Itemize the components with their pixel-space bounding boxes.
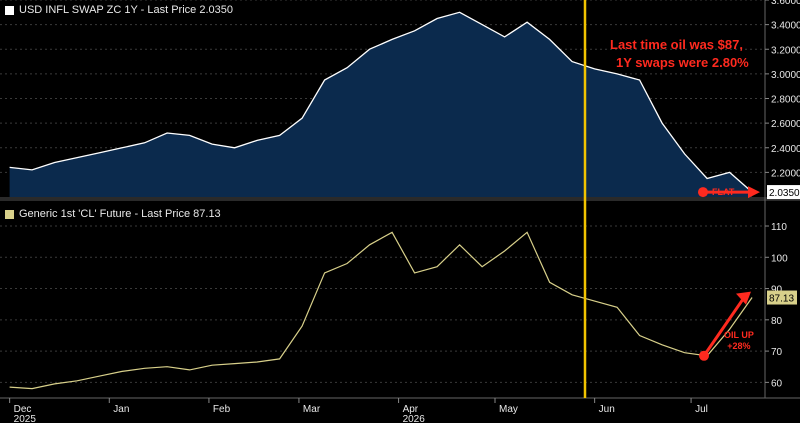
last-price-box-swap: [767, 185, 800, 200]
y-tick-label: 110: [771, 222, 787, 233]
y-tick-label: 100: [771, 253, 788, 264]
last-price-label-swap: 2.0350: [769, 188, 800, 199]
x-tick-label: Dec: [14, 404, 32, 415]
y-tick-label: 2.2000: [771, 168, 800, 179]
inflation-swap-area: [9, 12, 753, 197]
y-tick-label: 3.4000: [771, 21, 800, 32]
x-tick-label: Feb: [213, 404, 231, 415]
flat-arrow-head: [748, 186, 760, 199]
top-panel-title: USD INFL SWAP ZC 1Y - Last Price 2.0350: [19, 4, 233, 16]
flat-label: FLAT: [712, 187, 735, 197]
inflation-swap-line: [9, 11, 753, 193]
last-price-box-oil: [767, 290, 797, 305]
legend-swatch-oil: [5, 209, 14, 219]
y-tick-label: 2.4000: [771, 144, 800, 155]
x-tick-label: May: [499, 404, 518, 415]
bottom-panel-title: Generic 1st 'CL' Future - Last Price 87.…: [19, 208, 221, 220]
y-tick-label: 90: [771, 285, 783, 296]
oil87-annotation-line1: Last time oil was $87,: [610, 37, 743, 52]
y-tick-label: 60: [771, 378, 783, 389]
series-layer: [9, 11, 753, 390]
legend-swatch-inflation: [5, 5, 14, 15]
oil-up-line1: OIL UP: [724, 330, 754, 340]
axis-layer: 3.6000 3.4000 3.2000 3.0000 2.8000 2.6000 2.40…: [9, 0, 800, 423]
oil87-annotation: Last time oil was $87, 1Y swaps were 2.8…: [610, 36, 749, 72]
last-price-label-oil: 87.13: [769, 294, 794, 305]
legend-oil-future: Generic 1st 'CL' Future - Last Price 87.…: [5, 208, 221, 220]
oil-up-arrow-shaft: [702, 296, 746, 357]
legend-inflation-swap: USD INFL SWAP ZC 1Y - Last Price 2.0350: [5, 4, 233, 16]
y-tick-label: 3.0000: [771, 70, 800, 81]
oil-up-arrow-head: [736, 291, 751, 305]
x-year-label: 2025: [14, 414, 37, 423]
x-tick-label: Jan: [113, 404, 129, 415]
annotation-arrows: [698, 186, 760, 361]
panel-separator: [0, 197, 800, 201]
x-tick-label: Jul: [695, 404, 708, 415]
y-tick-label: 2.6000: [771, 119, 800, 130]
y-tick-label: 70: [771, 347, 783, 358]
oil-future-line: [9, 231, 753, 390]
y-tick-label: 80: [771, 316, 783, 327]
y-tick-label: 3.6000: [771, 0, 800, 7]
oil87-annotation-line2: 1Y swaps were 2.80%: [616, 55, 749, 70]
y-tick-label: 2.8000: [771, 95, 800, 106]
y-tick-label: 3.2000: [771, 45, 800, 56]
grid-lines: [0, 0, 800, 399]
x-tick-label: Mar: [303, 404, 321, 415]
x-tick-label: Apr: [403, 404, 419, 415]
x-tick-label: Jun: [599, 404, 615, 415]
oil-up-annotation: OIL UP +28%: [724, 330, 754, 352]
oil-up-line2: +28%: [727, 341, 751, 351]
x-year-label: 2026: [403, 414, 426, 423]
